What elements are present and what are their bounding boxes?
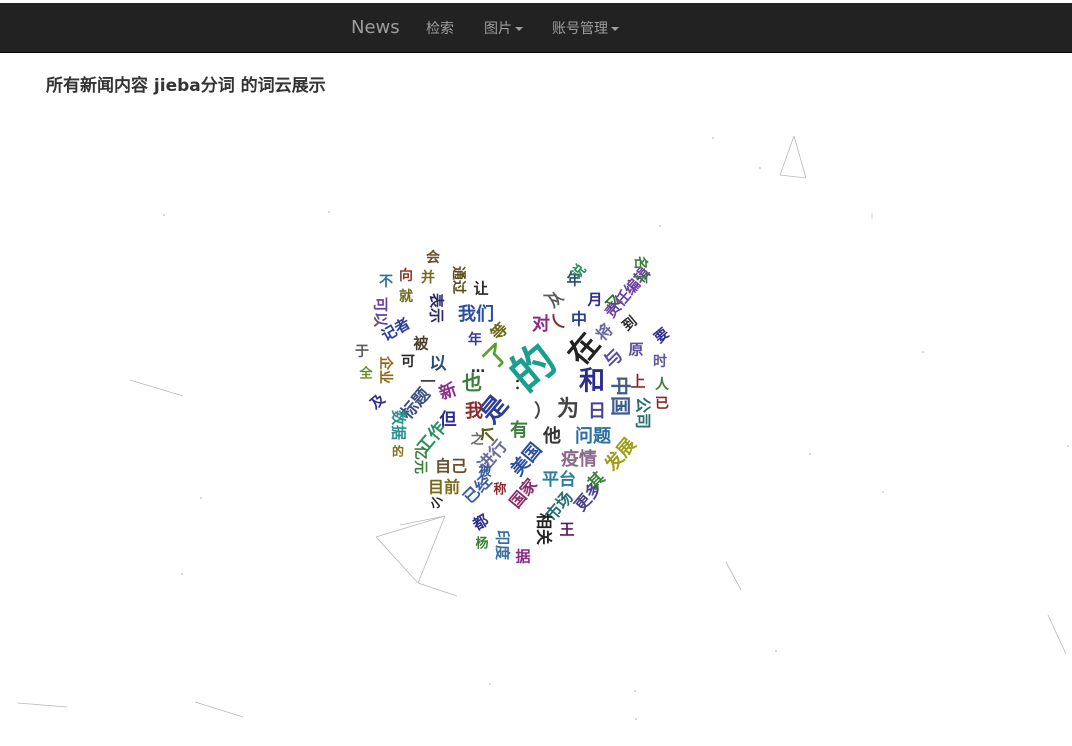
word-cloud-word: 年	[566, 271, 581, 289]
word-cloud-word: 之	[470, 432, 483, 448]
word-cloud-word: 中	[571, 310, 587, 329]
word-cloud-word: 已	[655, 396, 669, 412]
word-cloud-word: 月	[586, 291, 602, 309]
word-cloud-word: 人	[655, 376, 670, 393]
word-cloud-word: 于	[355, 344, 369, 360]
word-cloud-word: 亿元	[412, 446, 429, 474]
word-cloud-word: 中国	[609, 376, 633, 416]
word-cloud-word: 他	[542, 425, 561, 447]
word-cloud-word: 疫情	[561, 448, 597, 470]
word-cloud-word: 一	[543, 289, 557, 305]
word-cloud-word: 可以	[372, 297, 390, 327]
chevron-down-icon	[611, 27, 619, 31]
word-cloud-word: 我们	[458, 303, 494, 325]
word-cloud-word: 上	[630, 373, 645, 391]
page-title: 所有新闻内容 jieba分词 的词云展示	[46, 76, 326, 96]
word-cloud-word: 有	[510, 419, 528, 441]
navbar: News 检索 图片 账号管理	[0, 3, 1072, 53]
word-cloud-word: 据	[515, 548, 530, 566]
nav-item-account[interactable]: 账号管理	[552, 19, 619, 39]
top-strip	[0, 0, 1072, 3]
word-cloud-word: 不	[379, 274, 393, 290]
word-cloud-word: ）	[534, 401, 552, 422]
nav-item-search[interactable]: 检索	[426, 19, 454, 39]
word-cloud-word: 让	[473, 280, 488, 298]
word-cloud-word: 表示	[428, 293, 446, 323]
word-cloud-word: 自己	[435, 457, 467, 476]
word-cloud-word: 平台	[542, 469, 576, 490]
word-cloud-word: 全	[358, 366, 373, 382]
word-cloud-word: 就	[399, 288, 413, 305]
word-cloud-word: 被	[477, 464, 492, 480]
word-cloud-word: 企业	[377, 355, 394, 384]
word-cloud-word: 的	[392, 444, 404, 459]
word-cloud-word: 要	[651, 325, 672, 346]
word-cloud-word: 问题	[575, 426, 612, 447]
word-cloud-word: 美国	[506, 438, 546, 480]
word-cloud-word: 印度	[494, 530, 512, 561]
word-cloud-word: 目前	[428, 478, 460, 497]
nav-item-images[interactable]: 图片	[484, 19, 523, 39]
word-cloud-word: 原	[628, 341, 643, 359]
word-cloud-word: 对	[532, 313, 550, 335]
word-cloud-word: 以	[430, 354, 447, 374]
word-cloud-word: 被	[413, 335, 429, 353]
word-cloud-word: 年	[468, 331, 482, 348]
word-cloud-word: 日	[588, 401, 606, 422]
word-cloud-word: 和	[579, 367, 605, 397]
word-cloud-word: 向	[399, 267, 413, 284]
word-cloud-word: 杨	[475, 536, 488, 552]
nav-item-account-label: 账号管理	[552, 21, 608, 37]
word-cloud-word: ：	[514, 377, 528, 393]
word-cloud-word: 的	[500, 334, 566, 401]
word-cloud-word: 也	[462, 371, 482, 395]
word-cloud-word: 都	[469, 511, 492, 535]
word-cloud-word: 但	[440, 409, 457, 430]
word-cloud-word: 新	[436, 379, 459, 405]
word-cloud-word: 可	[401, 354, 415, 370]
word-cloud-word: 及	[367, 391, 389, 413]
word-cloud-word: 我	[465, 401, 483, 422]
chevron-down-icon	[515, 27, 523, 31]
word-cloud-word: 名下	[632, 256, 649, 284]
word-cloud-word: 为	[557, 397, 579, 422]
word-cloud-word: 通过	[450, 266, 467, 294]
word-cloud-word: 国家	[506, 474, 542, 511]
word-cloud-word: 到	[619, 313, 640, 334]
word-cloud-word: 称	[493, 482, 506, 498]
word-cloud-word: 会	[426, 249, 441, 266]
nav-item-search-label: 检索	[426, 21, 454, 37]
word-cloud-word: 并	[421, 269, 435, 286]
word-cloud-word: 王	[559, 521, 574, 539]
word-cloud-word: 数据	[390, 410, 408, 440]
word-cloud-word: 时	[653, 353, 667, 370]
word-cloud-word: 相关	[535, 513, 554, 545]
word-cloud-word: 公司	[634, 397, 653, 429]
brand-link[interactable]: News	[351, 17, 400, 38]
nav-item-images-label: 图片	[484, 21, 512, 37]
word-cloud-word: 一	[420, 373, 435, 391]
word-cloud-word: …	[471, 360, 485, 376]
